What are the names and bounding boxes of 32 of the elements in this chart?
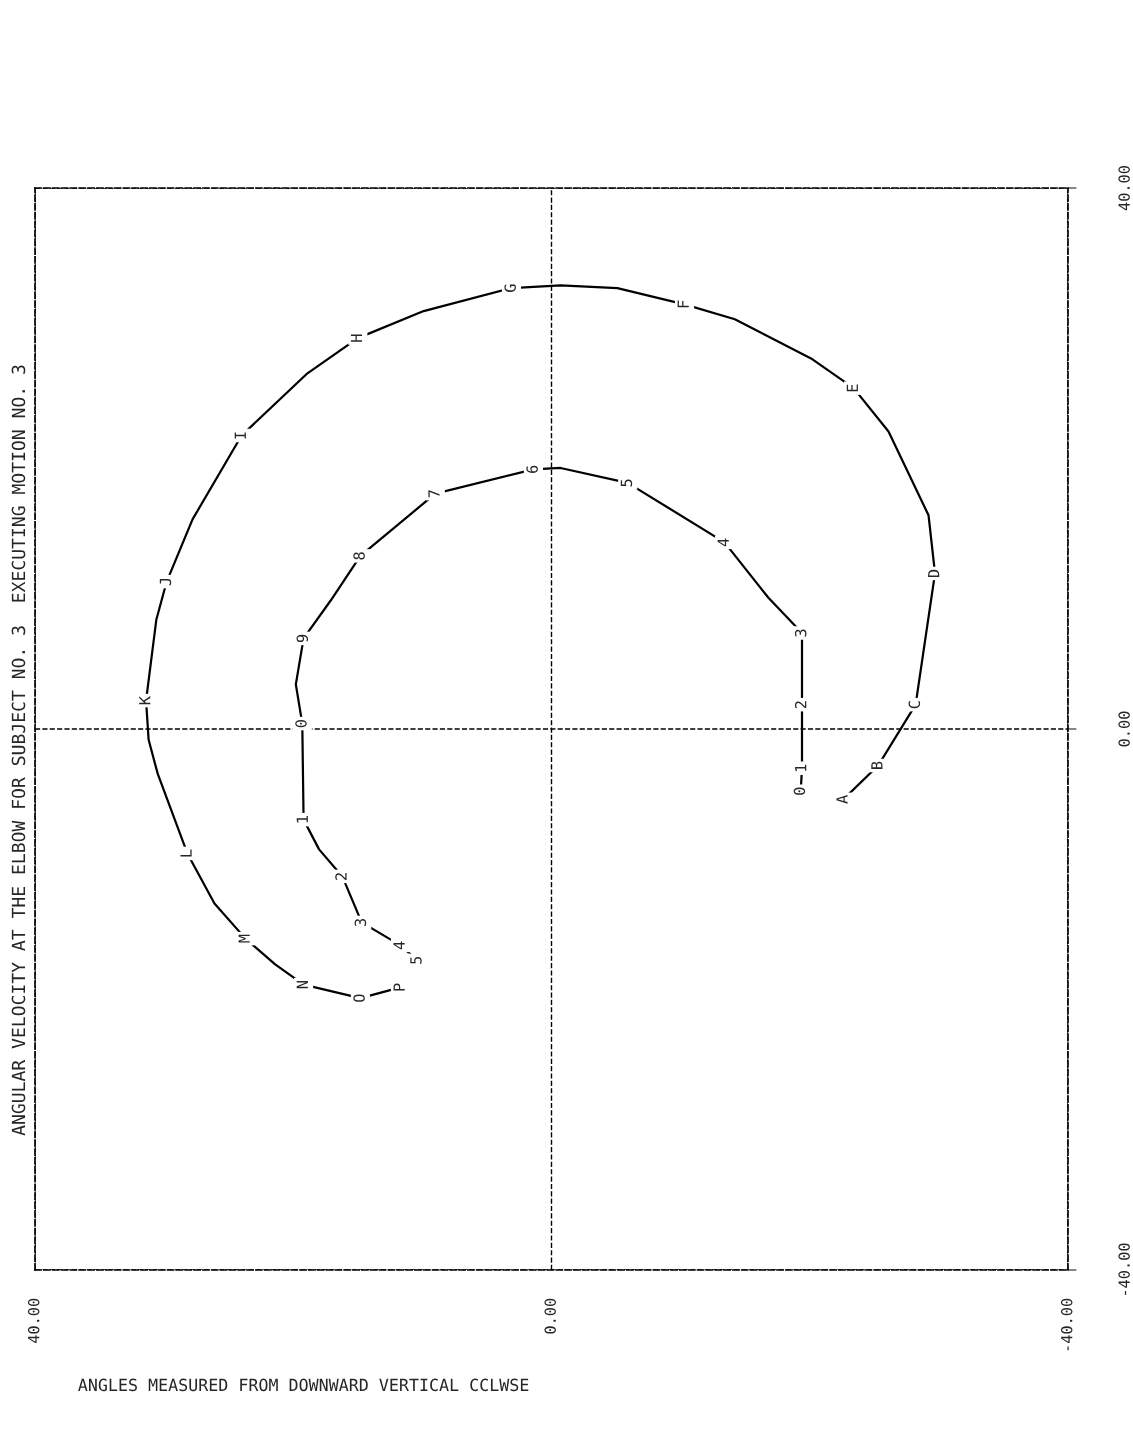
annotation: A <box>836 795 848 804</box>
annotation: K <box>139 696 151 705</box>
annotation: 3 <box>354 918 367 926</box>
x-tick-label: -40.00 <box>1060 1298 1073 1351</box>
annotation: 0 <box>793 787 806 795</box>
annotation: I <box>234 432 246 439</box>
annotation: N <box>296 981 308 989</box>
annotation: 5 <box>410 956 422 964</box>
annotation: 7 <box>428 490 440 498</box>
annotation: J <box>159 579 172 586</box>
annotation: C <box>908 701 921 709</box>
annotation: 2 <box>794 701 807 709</box>
annotation: 4 <box>717 538 729 547</box>
annotation: F <box>677 300 689 308</box>
x-axis-title: ANGLES MEASURED FROM DOWNWARD VERTICAL CCLWSE <box>78 1378 529 1392</box>
annotation: M <box>238 934 250 943</box>
annotation: P <box>393 983 405 991</box>
annotation: L <box>180 849 192 857</box>
annotation: 4 <box>393 941 405 950</box>
annotation: 2 <box>335 873 347 880</box>
text: ANGULAR VELOCITY AT THE ELBOW FOR SUBJECT NO. 3 EXECUTING MOTION NO. 3 <box>11 365 26 1136</box>
y-tick-label: -40.00 <box>1118 1243 1130 1295</box>
x-tick-label: 0.00 <box>544 1298 556 1334</box>
y-tick-label: 0.00 <box>1118 711 1130 747</box>
y-tick-label: 40.00 <box>1118 166 1130 211</box>
x-tick-label: 40.00 <box>27 1298 40 1343</box>
annotation: D <box>928 569 940 578</box>
annotation: 0 <box>295 719 307 728</box>
annotation: B <box>871 761 883 769</box>
annotation: 6 <box>526 465 538 473</box>
annotation: 1 <box>296 816 308 823</box>
annotation: 9 <box>296 634 309 643</box>
